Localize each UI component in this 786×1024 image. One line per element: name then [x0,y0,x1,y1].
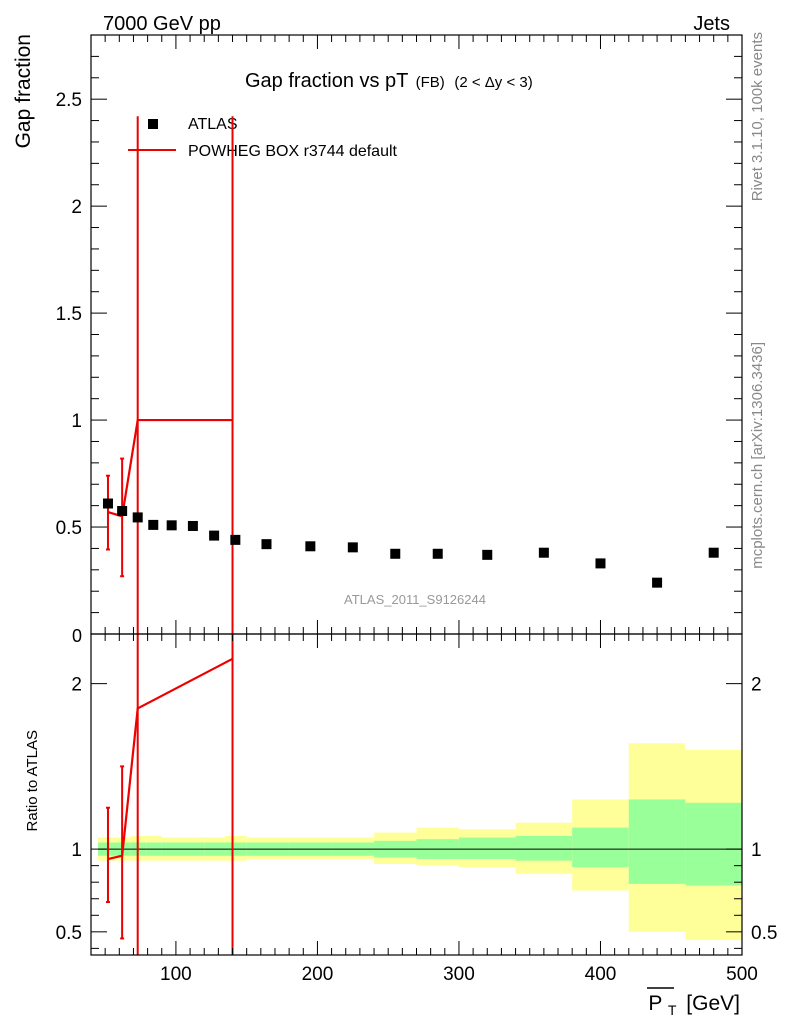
atlas-data-point [230,534,241,545]
powheg-main-line [107,418,233,518]
atlas-data-point [261,539,272,550]
header-energy-label: 7000 GeV pp [103,13,221,35]
ratio-band-inner [458,837,516,860]
atlas-data-point [652,577,663,588]
legend-powheg-label: POWHEG BOX r3744 default [188,143,398,160]
legend: ATLAS POWHEG BOX r3744 default [128,116,398,160]
atlas-data-point [708,547,719,558]
header-process-label: Jets [693,13,730,35]
atlas-data-point [102,498,113,509]
ratio-y-tick-label-right: 1 [751,840,762,861]
ratio-y-tick-labels: 0.5 0.5 1 1 2 2 [56,675,778,944]
legend-atlas-marker [148,119,158,129]
atlas-data-point [432,548,443,559]
legend-atlas-label: ATLAS [188,116,238,133]
powheg-series-ratio [105,634,234,955]
main-axis-ticks [90,35,743,634]
chart-title-main: Gap fraction vs pT [245,70,408,92]
x-axis-label-main: P [648,992,662,1015]
main-panel: 0.5 1 1.5 2 2.5 0 Gap fraction vs pT (FB) (2… [12,34,743,646]
ratio-band-inner [685,802,742,886]
atlas-data-point [166,520,177,531]
ratio-panel: 0.5 0.5 1 1 2 2 100 200 300 400 500 Ratio to ATLA… [24,633,778,1020]
atlas-data-point [538,547,549,558]
ratio-axis-ticks [90,634,743,955]
x-tick-label: 300 [443,964,475,985]
atlas-series-main [102,498,719,588]
atlas-data-point [305,541,316,552]
atlas-data-point [595,558,606,569]
main-y-tick-label: 0.5 [56,518,82,539]
x-axis-label-sub: T [668,1002,677,1018]
main-y-tick-label: 1.5 [56,304,82,325]
powheg-ratio-line [107,657,234,861]
ratio-band-inner [628,799,686,884]
x-tick-label: 100 [160,964,192,985]
ratio-band-inner [572,827,629,868]
atlas-data-point [209,530,220,541]
ratio-y-tick-label-left: 0.5 [56,923,82,944]
main-y-tick-labels: 0.5 1 1.5 2 2.5 [56,90,82,539]
ratio-y-tick-label-right: 0.5 [751,923,777,944]
mcplots-credit-label: mcplots.cern.ch [arXiv:1306.3436] [749,342,766,569]
rivet-version-label: Rivet 3.1.10, 100k events [749,32,766,201]
x-tick-label: 200 [302,964,334,985]
ratio-y-axis-label: Ratio to ATLAS [24,730,41,831]
analysis-watermark: ATLAS_2011_S9126244 [344,592,486,607]
main-y-tick-label: 2.5 [56,90,82,111]
atlas-data-point [132,512,143,523]
chart-title-sub: (FB) [416,74,445,91]
x-tick-label: 500 [726,964,758,985]
main-y-tick-label: 2 [71,197,82,218]
main-y-tick-label: 1 [71,411,82,432]
atlas-data-point [187,520,198,531]
ratio-uncertainty-bands [98,743,742,941]
powheg-series-main [105,116,234,634]
atlas-data-point [390,548,401,559]
atlas-data-point [347,542,358,553]
ratio-band-inner [515,835,573,861]
ratio-y-tick-label-right: 2 [751,675,762,696]
chart-title: Gap fraction vs pT (FB) (2 < Δy < 3) [245,70,533,92]
ratio-y-tick-label-left: 1 [71,840,82,861]
main-y-zero-label: 0 [72,626,82,646]
atlas-data-point [148,519,159,530]
atlas-data-point [482,549,493,560]
x-axis-label: P T [GeV] [648,992,740,1020]
atlas-data-point [117,505,128,516]
x-axis-label-unit: [GeV] [686,992,740,1015]
chart-title-range: (2 < Δy < 3) [454,74,532,91]
ratio-y-tick-label-left: 2 [71,675,82,696]
x-tick-labels: 100 200 300 400 500 [160,964,758,985]
x-tick-label: 400 [585,964,617,985]
main-y-axis-label: Gap fraction [12,34,35,148]
